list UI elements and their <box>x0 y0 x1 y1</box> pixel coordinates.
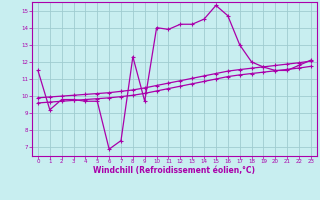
X-axis label: Windchill (Refroidissement éolien,°C): Windchill (Refroidissement éolien,°C) <box>93 166 255 175</box>
